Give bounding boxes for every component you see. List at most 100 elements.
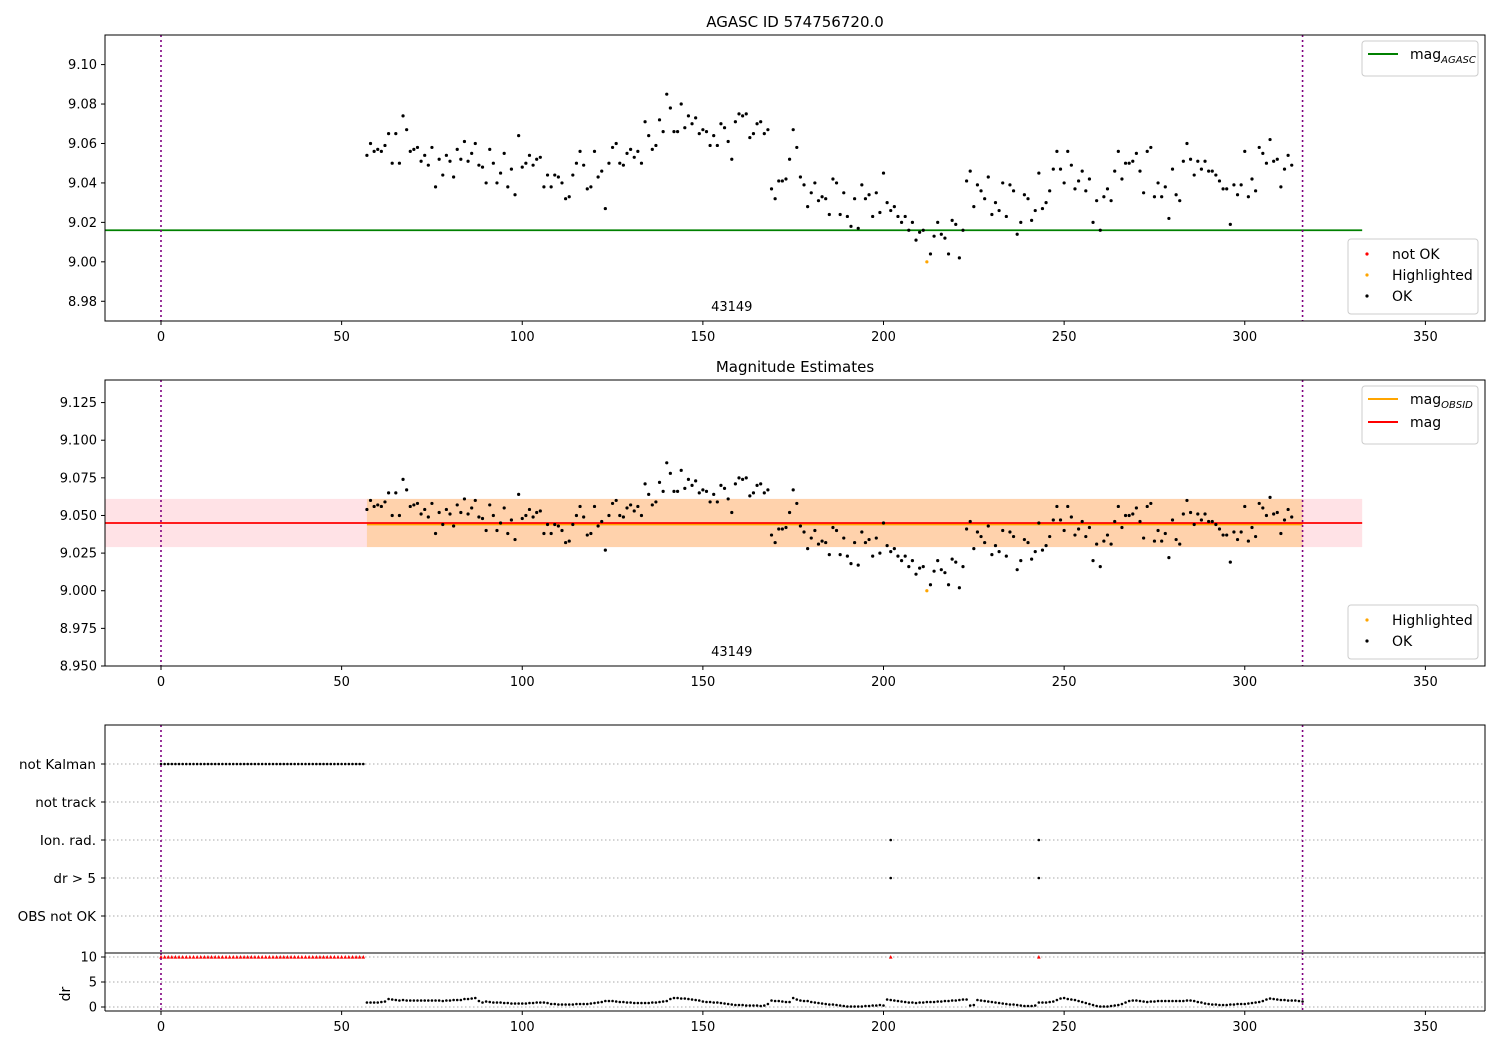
estimates-ok-point — [473, 498, 477, 503]
dr-point — [1178, 999, 1182, 1003]
flag-point-not-kalman — [329, 762, 333, 766]
estimates-ok-point — [1188, 510, 1193, 515]
flag-point-not-kalman — [260, 762, 264, 766]
dr-point — [1033, 1004, 1037, 1007]
dr-clipped-marker — [242, 955, 246, 959]
agasc-ok-point — [585, 187, 589, 191]
dr-point — [1294, 999, 1297, 1002]
dr-point — [1124, 1001, 1127, 1004]
dr-point — [488, 1000, 492, 1004]
estimates-ok-point — [824, 540, 828, 545]
dr-point — [683, 997, 687, 1000]
estimates-ok-point — [1207, 519, 1211, 524]
agasc-ok-point — [773, 197, 777, 201]
estimates-ok-point — [708, 500, 712, 504]
estimates-ok-point — [936, 559, 940, 563]
dr-point — [582, 1002, 585, 1006]
dr-point — [784, 1000, 788, 1004]
flag-point-not-kalman — [271, 762, 275, 766]
estimates-ok-point — [636, 504, 640, 509]
estimates-ok-point — [798, 524, 803, 528]
estimates-ok-point — [889, 550, 893, 554]
dr-point — [1044, 1001, 1048, 1004]
flag-point-not-kalman — [343, 762, 347, 766]
flag-point-not-kalman — [257, 762, 260, 766]
estimates-xtick-label: 300 — [1232, 675, 1257, 690]
agasc-ok-point — [986, 175, 990, 179]
dr-point — [871, 1004, 874, 1007]
agasc-ok-point — [1138, 169, 1142, 173]
agasc-ok-point — [452, 175, 456, 179]
agasc-ok-point — [1058, 167, 1063, 171]
dr-clipped-marker — [321, 955, 326, 959]
dr-point — [499, 1001, 502, 1004]
estimates-ok-point — [524, 513, 528, 518]
estimates-ok-point — [979, 534, 983, 539]
dr-point — [434, 999, 437, 1002]
dr-point — [1120, 1002, 1124, 1006]
agasc-ok-point — [480, 165, 485, 169]
dr-point — [1275, 998, 1279, 1001]
dr-point — [1163, 999, 1167, 1003]
dr-point — [986, 1000, 990, 1003]
agasc-ok-point — [993, 201, 998, 205]
estimates-ok-point — [430, 501, 434, 506]
estimates-ok-point — [379, 504, 383, 509]
agasc-ok-point — [885, 201, 889, 205]
dr-point — [470, 997, 473, 1000]
dr-point — [697, 999, 701, 1002]
flags-category-label: dr > 5 — [53, 871, 96, 887]
agasc-ok-point — [647, 133, 651, 138]
dr-point — [1243, 1002, 1247, 1006]
agasc-ok-point — [957, 256, 961, 260]
agasc-ok-point — [1203, 159, 1207, 163]
dr-point — [459, 998, 463, 1002]
estimates-ok-point — [939, 568, 943, 572]
dr-point — [846, 1005, 849, 1008]
estimates-ok-point — [423, 507, 427, 512]
dr-point — [1066, 997, 1070, 1001]
estimates-ok-point — [983, 540, 987, 545]
dr-point — [762, 1004, 766, 1007]
agasc-ok-point — [809, 191, 813, 195]
dr-point — [799, 999, 802, 1002]
agasc-ok-point — [719, 122, 723, 126]
agasc-ok-point — [791, 128, 795, 132]
estimates-marker-legend-box — [1347, 604, 1479, 660]
estimates-ok-point — [791, 488, 795, 492]
dr-point — [1167, 999, 1171, 1003]
dr-point — [408, 999, 412, 1002]
agasc-ok-point — [1033, 208, 1037, 213]
agasc-ok-point — [636, 149, 640, 153]
dr-point — [889, 998, 893, 1002]
estimates-ok-point — [907, 565, 911, 569]
agasc-ok-point — [1163, 185, 1167, 189]
agasc-marker-legend-marker-ok — [1365, 294, 1369, 298]
estimates-obsid-label: 43149 — [711, 645, 752, 660]
estimates-ok-point — [560, 528, 564, 533]
estimates-ok-point — [1040, 548, 1045, 552]
flag-point-not-kalman — [361, 762, 365, 766]
agasc-ok-point — [1196, 159, 1200, 163]
dr-clipped-marker — [357, 955, 362, 959]
dr-point — [1207, 1002, 1210, 1006]
agasc-line-legend-box — [1361, 40, 1479, 77]
flag-point-not-kalman — [278, 762, 282, 766]
agasc-ok-point — [1011, 189, 1016, 193]
dr-xtick-label: 150 — [690, 1020, 715, 1035]
estimates-ok-point — [751, 491, 756, 495]
agasc-ok-point — [564, 197, 568, 201]
dr-point — [466, 997, 470, 1001]
dr-point — [1041, 1001, 1044, 1004]
dr-xtick-label: 0 — [157, 1020, 165, 1035]
dr-point — [510, 1002, 513, 1005]
estimates-ok-point — [1131, 512, 1135, 516]
agasc-ok-point — [466, 159, 470, 163]
estimates-ok-point — [784, 525, 788, 530]
dr-point — [849, 1005, 853, 1008]
agasc-ok-point — [1250, 177, 1254, 181]
flag-point-not-kalman — [174, 762, 177, 766]
dr-point — [730, 1003, 734, 1006]
dr-point — [596, 1001, 600, 1004]
agasc-ok-point — [1156, 181, 1160, 185]
